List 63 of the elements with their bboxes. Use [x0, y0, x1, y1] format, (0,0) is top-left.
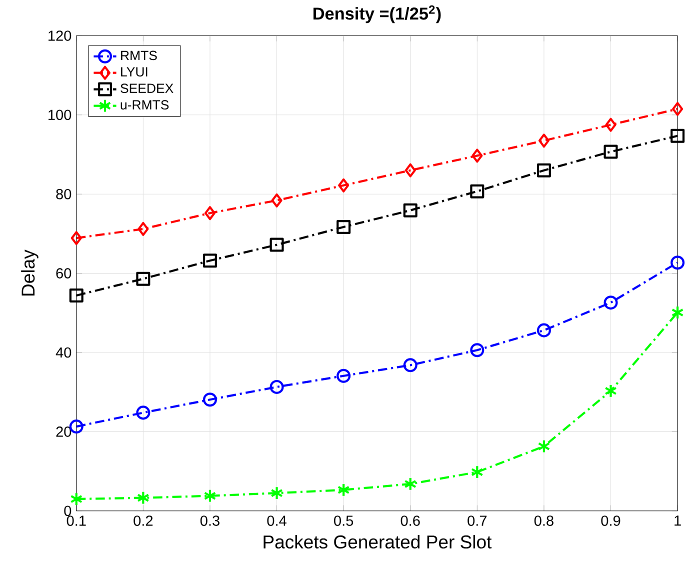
point [204, 206, 216, 220]
x-tick-label: 0.4 [267, 515, 286, 526]
y-axis-title: Delay [21, 250, 38, 296]
x-axis-title: Packets Generated Per Slot [264, 534, 492, 548]
point [270, 238, 284, 252]
point [605, 118, 616, 132]
point [337, 482, 350, 497]
legend-label: SEEDEX [120, 83, 174, 93]
point [403, 358, 418, 372]
point [404, 163, 416, 178]
y-tick-label: 40 [56, 347, 72, 358]
point [470, 464, 484, 479]
point [202, 392, 217, 406]
point [336, 220, 351, 234]
point [69, 288, 84, 302]
point [604, 384, 617, 398]
point [604, 295, 618, 310]
y-tick-label: 100 [48, 110, 72, 120]
y-tick-label: 120 [48, 30, 72, 41]
x-tick-label: 0.9 [601, 515, 620, 526]
point [270, 380, 284, 394]
point [136, 272, 150, 286]
point [403, 203, 418, 218]
point [536, 163, 551, 178]
y-tick-label: 20 [56, 426, 72, 437]
legend-label: LYUI [121, 67, 148, 76]
point [671, 305, 684, 320]
y-tick-label: 80 [56, 188, 72, 200]
x-tick-label: 0.1 [66, 515, 86, 526]
point [136, 490, 150, 505]
point [670, 128, 685, 143]
legend-label: u-RMTS [120, 100, 169, 110]
x-tick-label: 0.8 [534, 515, 554, 526]
x-tick-label: 1 [674, 515, 681, 526]
point [70, 230, 82, 245]
point [204, 488, 216, 503]
y-tick-label: 0 [64, 506, 72, 516]
y-tick-label: 60 [56, 268, 72, 278]
point [672, 102, 684, 116]
point [136, 406, 150, 420]
point [538, 133, 550, 148]
point [138, 222, 149, 236]
point [604, 144, 618, 159]
point [270, 486, 283, 500]
x-tick-label: 0.7 [468, 515, 487, 526]
x-tick-label: 0.6 [400, 515, 420, 526]
point [271, 193, 282, 208]
x-tick-label: 0.3 [200, 515, 220, 526]
chart-title: Density =(1/25$^{2}$) [314, 5, 441, 23]
legend-label: RMTS [121, 50, 157, 60]
point [538, 439, 550, 454]
point [338, 178, 350, 192]
x-tick-label: 0.5 [334, 515, 354, 526]
point [670, 255, 685, 270]
point [470, 342, 484, 357]
point [470, 184, 484, 198]
x-tick-label: 0.2 [134, 515, 153, 526]
point [336, 368, 351, 383]
point [536, 323, 551, 338]
point [472, 148, 483, 163]
point [404, 476, 417, 491]
point [202, 253, 217, 268]
point [70, 492, 83, 506]
